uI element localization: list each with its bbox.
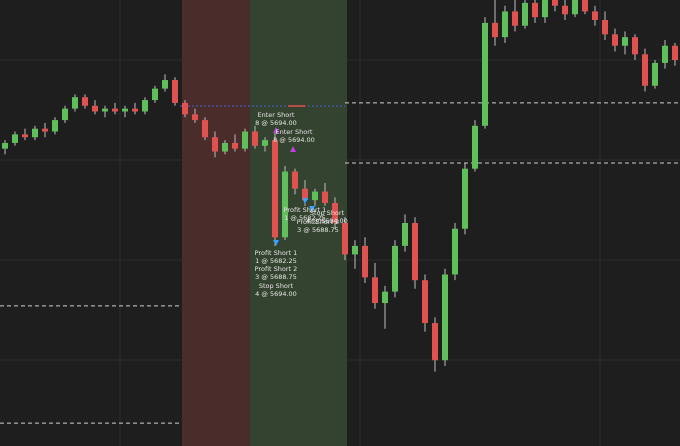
candle-body [572,0,578,15]
candle-body [402,223,408,246]
candle-body [332,202,338,223]
annotation-text: Stop Short [259,282,294,290]
profit-zone [250,0,347,446]
candle-body [212,137,218,152]
candle-body [12,134,18,143]
candle-body [652,62,658,86]
candle-body [562,5,568,15]
candle-body [202,120,208,138]
candle-body [32,128,38,138]
annotation-text: Stop Short [310,209,345,217]
candle-body [2,142,8,149]
candle-body [672,45,678,61]
candle-body [512,11,518,26]
candle-body [22,134,28,138]
candle-body [442,274,448,361]
candle-body [62,108,68,121]
candle-body [632,37,638,55]
candle-body [82,97,88,106]
candle-body [642,54,648,86]
candle-body [622,37,628,46]
candle-body [472,125,478,169]
candle-body [182,102,188,115]
candle-body [292,171,298,189]
annotation-text: Profit Short 2 [297,218,340,226]
candle-body [342,223,348,255]
candle-body [592,11,598,21]
candle-body [102,108,108,112]
annotation-text: Enter Short [276,128,313,136]
candle-body [132,108,138,112]
candle-body [552,0,558,6]
candle-body [242,131,248,149]
exit-marker [309,206,315,212]
candle-body [172,80,178,103]
exit-marker [273,240,279,246]
exit-marker [302,198,308,204]
candle-body [382,291,388,304]
annotation-text: 3 @ 5688.75 [297,226,339,234]
candles [2,0,678,372]
candle-body [122,108,128,112]
annotation-text: 1 @ 5682.25 [284,214,326,222]
candle-body [412,223,418,281]
annotation-text: Profit Short 2 [255,265,298,273]
annotation-text: Profit Short 1 [255,249,298,257]
candle-body [222,142,228,152]
candle-body [482,22,488,126]
candle-body [282,171,288,238]
annotation-text: 4 @ 5694.00 [255,290,297,298]
candle-body [162,80,168,89]
candle-body [192,114,198,121]
candle-body [232,142,238,149]
candle-body [42,128,48,132]
candle-body [462,168,468,229]
candle-body [302,188,308,201]
candle-body [532,2,538,18]
candle-body [142,100,148,112]
candle-body [112,108,118,112]
candle-body [372,277,378,304]
candle-body [322,191,328,203]
candle-body [662,45,668,63]
candle-body [392,245,398,292]
candle-body [352,245,358,255]
annotation-text: 3 @ 5688.75 [255,273,297,281]
candle-body [602,20,608,35]
candle-body [262,140,268,146]
annotation-text: 8 @ 5694.00 [255,119,297,127]
markers [273,127,315,246]
candle-body [422,280,428,324]
candle-body [272,140,278,238]
candle-body [522,2,528,26]
candle-body [492,22,498,38]
annotation-text: 1 @ 5682.25 [255,257,297,265]
candle-body [152,88,158,101]
candle-body [252,131,258,146]
annotation-text: 4 @ 5694.00 [306,217,348,225]
candle-body [362,245,368,278]
candle-body [312,191,318,201]
levels [0,102,680,424]
entry-marker [290,146,296,152]
entry-marker [273,127,279,133]
candle-body [502,11,508,38]
candle-body [432,323,438,361]
candle-body [452,228,458,275]
candle-body [52,120,58,132]
loss-zone [182,0,250,446]
candle-body [612,34,618,46]
candle-body [72,97,78,109]
annotation-text: Profit Short 1 [284,206,327,214]
candle-body [582,0,588,12]
annotation-text: 8 @ 5694.00 [273,136,315,144]
candle-body [542,0,548,18]
annotation-text: Enter Short [258,111,295,119]
candle-body [92,105,98,112]
